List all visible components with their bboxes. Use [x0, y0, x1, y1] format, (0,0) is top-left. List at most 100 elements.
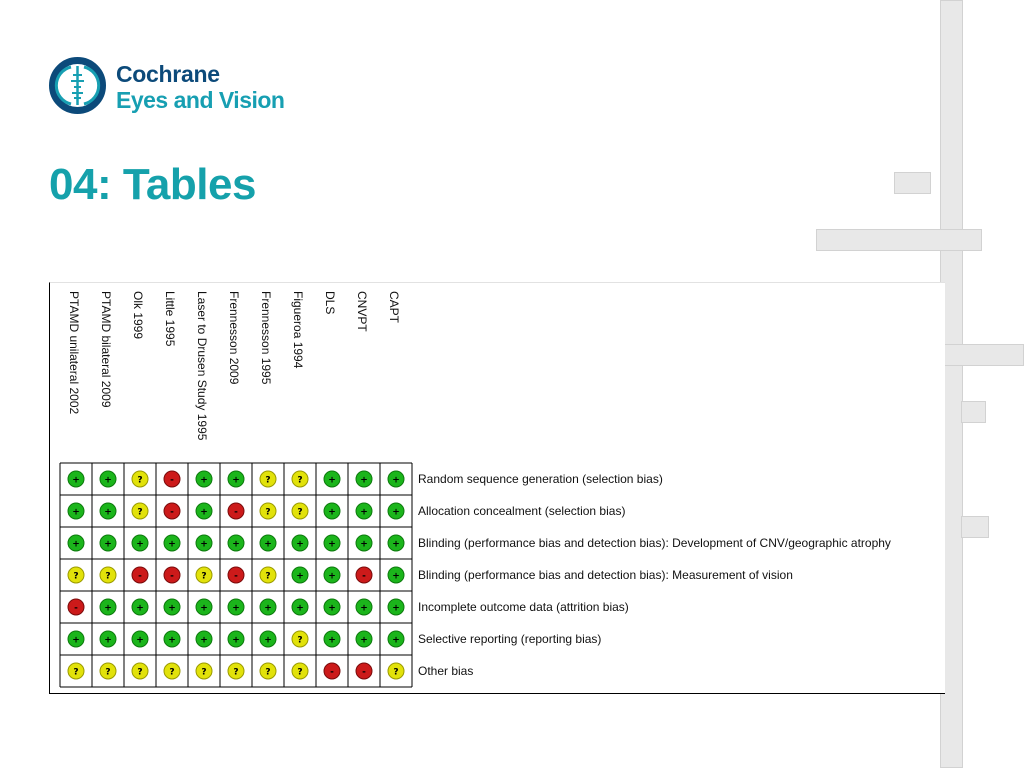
judgement-unclear-circle	[131, 662, 149, 680]
judgement-high-circle	[323, 662, 341, 680]
decorative-small-tab-2	[961, 516, 989, 538]
judgement-unclear-circle	[67, 566, 85, 584]
judgement-symbol: -	[330, 668, 334, 678]
study-label-ptamd-bilateral-2009: PTAMD bilateral 2009	[99, 291, 113, 408]
judgement-low-circle	[195, 598, 213, 616]
study-label-frennesson-1995: Frennesson 1995	[259, 291, 273, 385]
judgement-symbol: +	[72, 636, 80, 646]
study-label-capt: CAPT	[387, 291, 401, 324]
judgement-symbol: +	[104, 476, 112, 486]
judgement-symbol: +	[104, 604, 112, 614]
judgement-symbol: ?	[201, 668, 206, 678]
page-title: 04: Tables	[49, 160, 256, 209]
judgement-high-circle	[355, 662, 373, 680]
judgement-high-circle	[163, 566, 181, 584]
judgement-unclear-circle	[291, 502, 309, 520]
judgement-low-circle	[227, 630, 245, 648]
judgement-low-circle	[67, 630, 85, 648]
judgement-symbol: -	[74, 604, 78, 614]
judgement-low-circle	[259, 630, 277, 648]
judgement-low-circle	[387, 502, 405, 520]
judgement-symbol: ?	[265, 476, 270, 486]
judgement-symbol: +	[232, 636, 240, 646]
judgement-symbol: +	[360, 540, 368, 550]
judgement-symbol: +	[104, 508, 112, 518]
judgement-unclear-circle	[387, 662, 405, 680]
judgement-symbol: ?	[297, 668, 302, 678]
judgement-symbol: +	[264, 636, 272, 646]
judgement-low-circle	[323, 598, 341, 616]
judgement-symbol: +	[360, 636, 368, 646]
judgement-symbol: ?	[169, 668, 174, 678]
logo-line-1: Cochrane	[116, 61, 220, 87]
judgement-unclear-circle	[67, 662, 85, 680]
judgement-symbol: ?	[137, 508, 142, 518]
judgement-low-circle	[387, 470, 405, 488]
judgement-low-circle	[355, 598, 373, 616]
judgement-low-circle	[99, 502, 117, 520]
judgement-symbol: ?	[297, 636, 302, 646]
judgement-low-circle	[291, 598, 309, 616]
judgement-symbol: -	[170, 572, 174, 582]
judgement-symbol: ?	[105, 572, 110, 582]
domain-label: Selective reporting (reporting bias)	[418, 632, 601, 646]
study-label-little-1995: Little 1995	[163, 291, 177, 347]
judgement-low-circle	[67, 534, 85, 552]
study-label-laser-to-drusen-study-1995: Laser to Drusen Study 1995	[195, 291, 209, 441]
judgement-symbol: ?	[297, 476, 302, 486]
judgement-symbol: +	[296, 540, 304, 550]
judgement-unclear-circle	[99, 566, 117, 584]
judgement-symbol: +	[360, 604, 368, 614]
judgement-symbol: +	[200, 604, 208, 614]
judgement-symbol: ?	[73, 668, 78, 678]
judgement-low-circle	[163, 598, 181, 616]
judgement-symbol: +	[168, 604, 176, 614]
judgement-unclear-circle	[259, 566, 277, 584]
judgement-symbol: +	[232, 604, 240, 614]
judgement-symbol: ?	[105, 668, 110, 678]
judgement-symbol: -	[234, 508, 238, 518]
judgement-symbol: ?	[233, 668, 238, 678]
judgement-symbol: +	[232, 476, 240, 486]
judgement-symbol: +	[72, 476, 80, 486]
judgement-low-circle	[291, 534, 309, 552]
judgement-symbol: +	[392, 540, 400, 550]
judgement-unclear-circle	[99, 662, 117, 680]
judgement-symbol: +	[168, 540, 176, 550]
judgement-low-circle	[195, 470, 213, 488]
judgement-high-circle	[131, 566, 149, 584]
judgement-symbol: +	[72, 540, 80, 550]
judgement-symbol: +	[328, 476, 336, 486]
judgement-low-circle	[131, 598, 149, 616]
judgement-unclear-circle	[259, 502, 277, 520]
cochrane-logo-icon	[49, 57, 106, 114]
judgement-low-circle	[259, 598, 277, 616]
judgement-low-circle	[99, 598, 117, 616]
judgement-low-circle	[227, 534, 245, 552]
judgement-low-circle	[99, 630, 117, 648]
logo-wordmark: Cochrane Eyes and Vision	[116, 61, 285, 113]
domain-label: Allocation concealment (selection bias)	[418, 504, 625, 518]
judgement-unclear-circle	[291, 662, 309, 680]
study-label-figueroa-1994: Figueroa 1994	[291, 291, 305, 369]
judgement-symbol: ?	[137, 668, 142, 678]
judgement-symbol: -	[234, 572, 238, 582]
judgement-unclear-circle	[131, 502, 149, 520]
judgement-low-circle	[323, 502, 341, 520]
judgement-symbol: ?	[265, 508, 270, 518]
judgement-low-circle	[99, 470, 117, 488]
judgement-low-circle	[387, 630, 405, 648]
judgement-symbol: +	[136, 540, 144, 550]
judgement-unclear-circle	[291, 630, 309, 648]
judgement-low-circle	[67, 502, 85, 520]
study-label-olk-1999: Olk 1999	[131, 291, 145, 339]
study-label-dls: DLS	[323, 291, 337, 314]
judgement-low-circle	[323, 566, 341, 584]
study-label-ptamd-unilateral-2002: PTAMD unilateral 2002	[67, 291, 81, 414]
judgement-low-circle	[163, 630, 181, 648]
risk-of-bias-table: PTAMD unilateral 2002 PTAMD bilateral 200…	[49, 282, 945, 694]
judgement-symbol: +	[200, 508, 208, 518]
decorative-horizontal-bar-2	[940, 344, 1024, 366]
judgement-symbol: +	[392, 508, 400, 518]
domain-label: Other bias	[418, 664, 473, 678]
